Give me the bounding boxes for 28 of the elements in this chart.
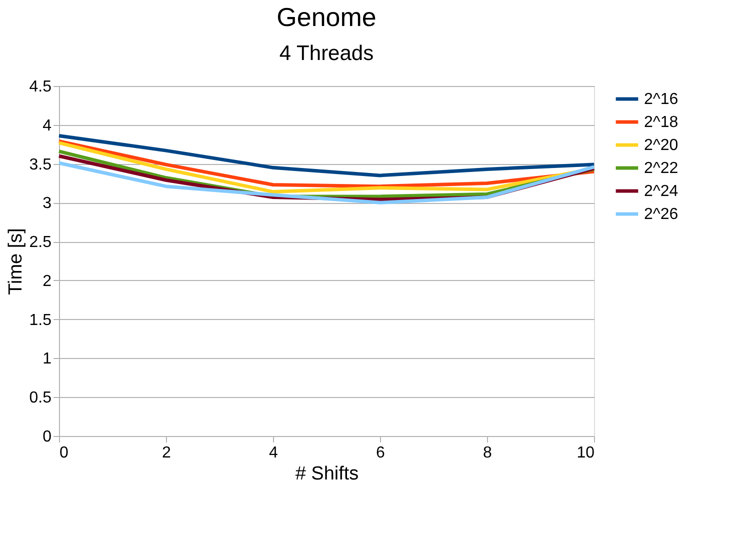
legend-label: 2^24 [644, 183, 678, 200]
x-tick-label: 10 [576, 444, 595, 462]
x-tick-label: 8 [483, 444, 492, 462]
legend-label: 2^22 [644, 160, 678, 177]
x-tick-label: 2 [162, 444, 172, 462]
y-tick-label: 4 [42, 117, 52, 134]
chart-title: Genome [276, 2, 376, 32]
legend-label: 2^16 [644, 91, 678, 108]
y-tick-label: 4.5 [29, 78, 52, 96]
legend-label: 2^26 [644, 206, 678, 223]
legend-label: 2^18 [644, 114, 678, 131]
x-tick-label: 4 [269, 444, 278, 462]
y-tick-label: 3 [42, 195, 52, 212]
y-tick-label: 2 [42, 272, 52, 290]
y-tick-label: 3.5 [29, 156, 52, 174]
x-tick-label: 0 [60, 444, 68, 462]
line-series [57, 161, 596, 204]
y-tick-label: 1.5 [29, 312, 52, 329]
chart-subtitle: 4 Threads [279, 42, 374, 65]
y-tick-label: 0.5 [29, 390, 52, 407]
legend-label: 2^20 [644, 137, 678, 154]
y-tick-label: 1 [42, 350, 52, 368]
y-tick-label: 2.5 [29, 234, 52, 252]
line-series [57, 134, 596, 178]
y-axis-title: Time [s] [5, 228, 26, 295]
x-tick-label: 6 [376, 444, 386, 462]
y-tick-label: 0 [42, 428, 52, 446]
x-axis-title: # Shifts [295, 464, 359, 484]
